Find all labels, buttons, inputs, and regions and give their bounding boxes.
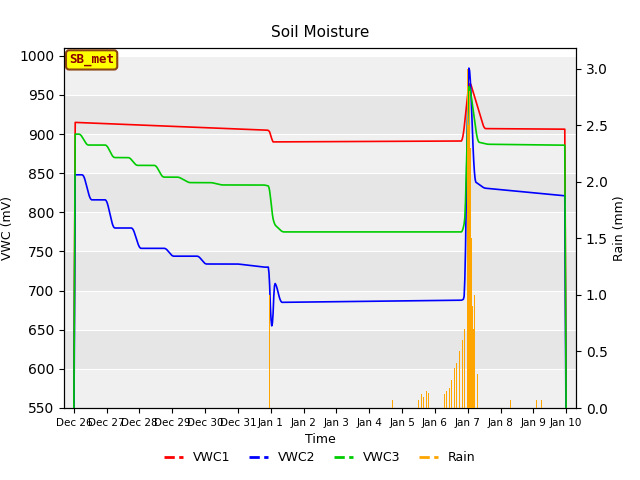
Text: SB_met: SB_met — [69, 53, 114, 66]
Bar — [64, 134, 576, 173]
Bar — [64, 330, 576, 369]
Legend: VWC1, VWC2, VWC3, Rain: VWC1, VWC2, VWC3, Rain — [159, 446, 481, 469]
Bar — [64, 56, 576, 95]
Bar — [64, 290, 576, 330]
Bar — [64, 212, 576, 252]
Bar — [64, 252, 576, 290]
Y-axis label: VWC (mV): VWC (mV) — [1, 196, 13, 260]
Title: Soil Moisture: Soil Moisture — [271, 25, 369, 40]
Bar — [64, 173, 576, 212]
X-axis label: Time: Time — [305, 433, 335, 446]
Bar — [64, 369, 576, 408]
Y-axis label: Rain (mm): Rain (mm) — [613, 195, 627, 261]
Bar — [64, 95, 576, 134]
